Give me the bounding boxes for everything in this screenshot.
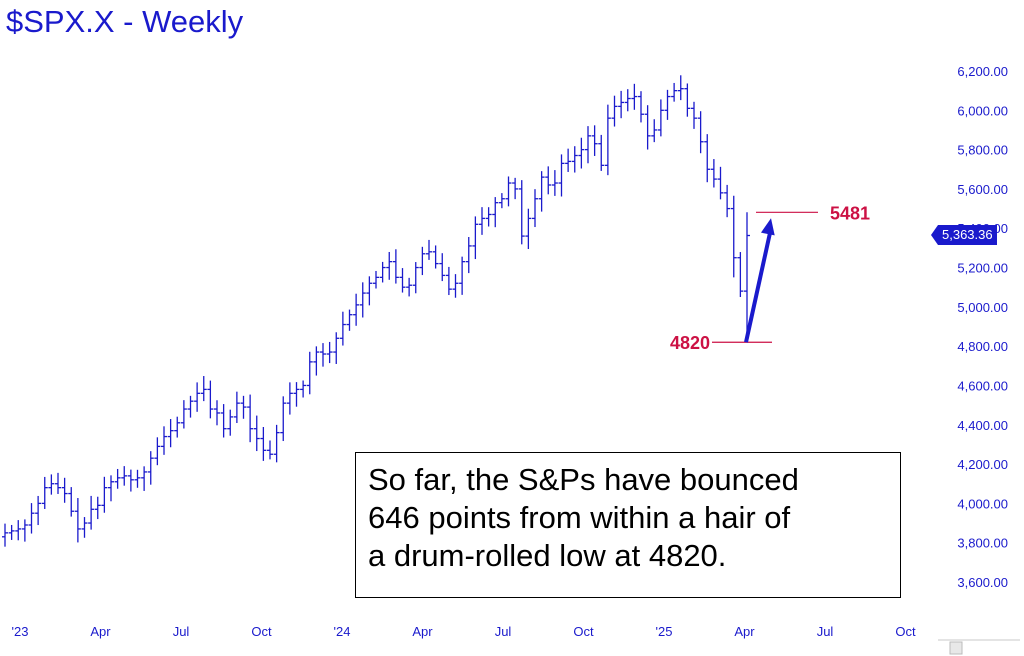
y-tick-label: 4,400.00 (957, 418, 1008, 433)
target-label-5481: 5481 (830, 203, 870, 223)
x-tick-label: Apr (90, 624, 111, 639)
y-tick-label: 4,200.00 (957, 457, 1008, 472)
x-tick-label: Oct (573, 624, 594, 639)
y-tick-label: 5,000.00 (957, 300, 1008, 315)
y-tick-label: 5,600.00 (957, 182, 1008, 197)
price-bars (2, 75, 750, 547)
annotation-note-box: So far, the S&Ps have bounced 646 points… (355, 452, 901, 598)
x-tick-label: Oct (895, 624, 916, 639)
y-tick-label: 6,200.00 (957, 64, 1008, 79)
x-tick-label: Jul (173, 624, 190, 639)
scrollbar-thumb[interactable] (949, 641, 963, 655)
y-tick-label: 3,800.00 (957, 536, 1008, 551)
x-tick-label: '24 (334, 624, 351, 639)
x-tick-label: '23 (12, 624, 29, 639)
annotations: 5481 4820 (670, 203, 870, 353)
x-tick-label: Apr (412, 624, 433, 639)
y-tick-label: 6,000.00 (957, 103, 1008, 118)
chart-title: $SPX.X - Weekly (6, 4, 244, 39)
y-tick-label: 4,600.00 (957, 378, 1008, 393)
bounce-arrow (744, 227, 773, 343)
y-tick-label: 4,000.00 (957, 496, 1008, 511)
x-tick-label: '25 (656, 624, 673, 639)
note-line-1: So far, the S&Ps have bounced (368, 462, 799, 497)
x-tick-label: Jul (495, 624, 512, 639)
x-axis: '23 Apr Jul Oct '24 Apr Jul Oct '25 Apr Jul Oct (12, 624, 916, 639)
x-tick-label: Apr (734, 624, 755, 639)
y-tick-label: 3,600.00 (957, 575, 1008, 590)
bounce-arrow-head (760, 218, 775, 236)
last-price-badge: 5,363.36 (931, 225, 997, 245)
low-label-4820: 4820 (670, 333, 710, 353)
y-tick-label: 5,800.00 (957, 143, 1008, 158)
note-line-3: a drum-rolled low at 4820. (368, 538, 727, 573)
y-tick-label: 4,800.00 (957, 339, 1008, 354)
x-tick-label: Jul (817, 624, 834, 639)
y-axis: 6,200.006,000.005,800.005,600.005,400.00… (957, 64, 1008, 590)
x-tick-label: Oct (251, 624, 272, 639)
y-tick-label: 5,200.00 (957, 261, 1008, 276)
note-line-2: 646 points from within a hair of (368, 500, 791, 535)
